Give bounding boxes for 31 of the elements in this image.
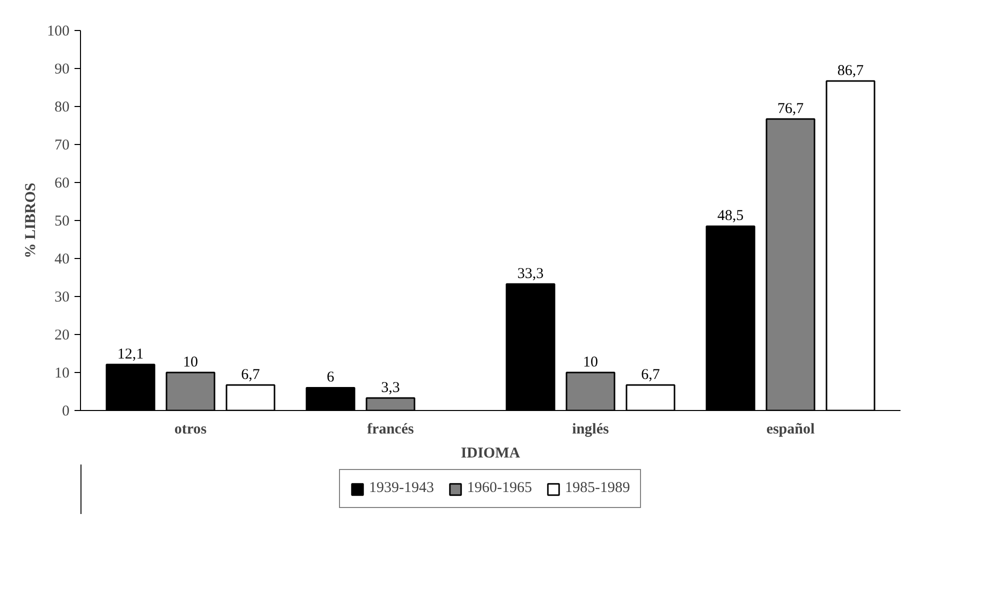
data-label: 76,7 — [777, 101, 804, 118]
y-tick-label: 10 — [54, 366, 70, 382]
legend-label: 1939-1943 — [369, 480, 434, 497]
y-tick-label: 40 — [54, 252, 70, 268]
x-tick-label: español — [766, 422, 815, 438]
data-label: 3,3 — [381, 380, 400, 396]
y-tick-label: 30 — [54, 290, 70, 306]
data-label: 33,3 — [517, 266, 544, 282]
y-tick-label: 20 — [54, 328, 70, 344]
data-label: 86,7 — [837, 63, 864, 80]
data-label: 48,5 — [717, 208, 744, 224]
y-tick-label: 80 — [54, 100, 70, 116]
data-label: 6 — [326, 370, 335, 386]
y-axis-title: % LIBROS — [23, 182, 39, 258]
y-tick-label: 70 — [54, 138, 70, 154]
x-tick-label: inglés — [572, 422, 609, 438]
y-tick-label: 60 — [54, 176, 70, 192]
y-tick-label: 100 — [47, 24, 70, 40]
data-label: 10 — [583, 354, 598, 370]
x-tick-label: francés — [367, 422, 414, 438]
y-tick-label: 0 — [62, 404, 70, 420]
legend-label: 1985-1989 — [565, 480, 630, 497]
y-tick-label: 90 — [54, 62, 70, 78]
data-label: 6,7 — [241, 367, 260, 384]
data-label: 12,1 — [117, 346, 144, 363]
x-axis-title: IDIOMA — [460, 446, 520, 462]
data-label: 10 — [183, 354, 198, 370]
legend-label: 1960-1965 — [467, 480, 532, 497]
data-label: 6,7 — [641, 367, 660, 384]
y-tick-label: 50 — [54, 214, 70, 230]
x-tick-label: otros — [174, 422, 207, 438]
